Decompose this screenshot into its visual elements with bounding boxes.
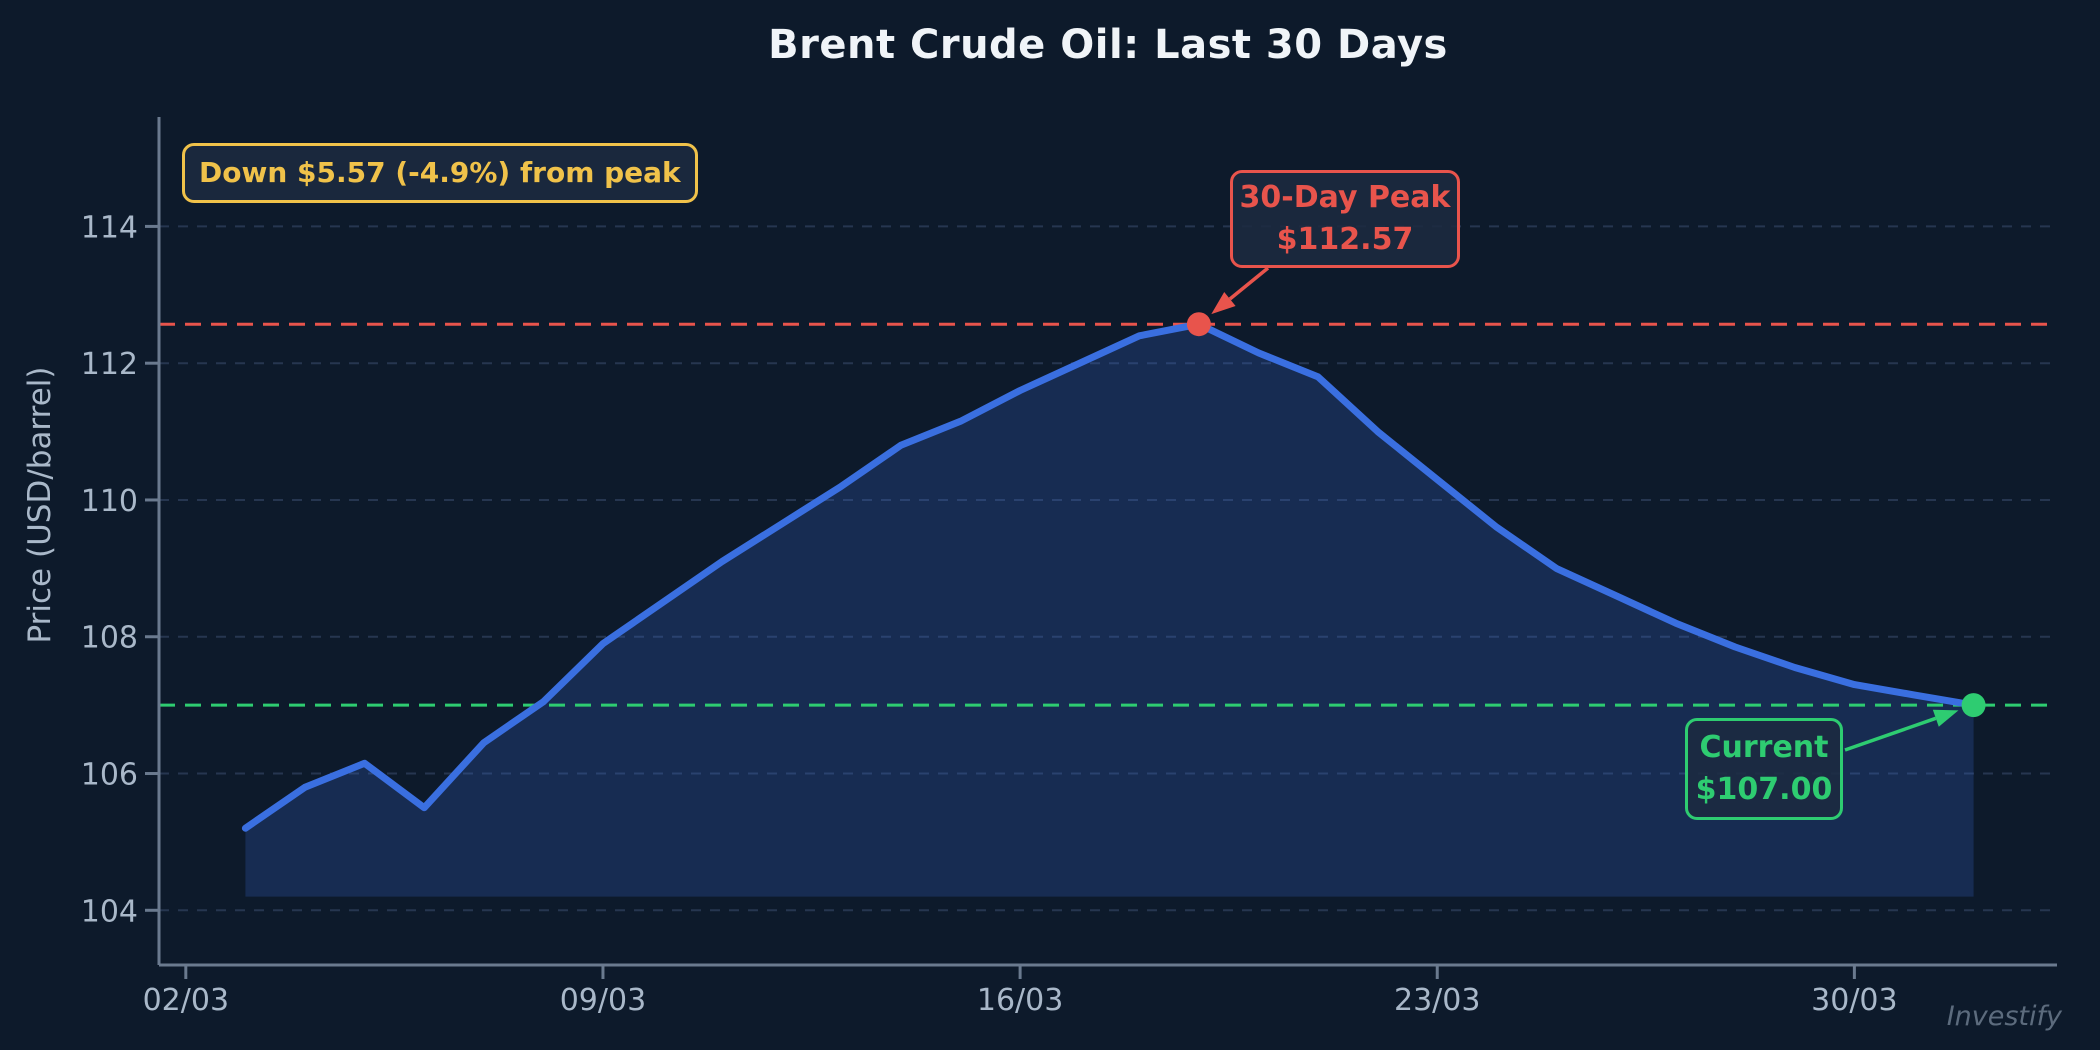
current-annotation-value: $107.00 (1695, 772, 1833, 807)
peak-annotation-title: 30-Day Peak (1239, 180, 1451, 215)
x-tick-label-16/03: 16/03 (977, 983, 1063, 1018)
peak-arrow-line (1228, 266, 1270, 301)
peak-marker-dot (1186, 312, 1211, 337)
chart-title: Brent Crude Oil: Last 30 Days (768, 22, 1448, 68)
current-annotation-title: Current (1699, 730, 1829, 765)
current-annotation: Current $107.00 (1685, 718, 1843, 820)
x-tick-label-09/03: 09/03 (560, 983, 646, 1018)
y-tick-label-110: 110 (81, 484, 138, 519)
current-arrow-head (1932, 709, 1959, 727)
peak-arrow-head (1211, 291, 1236, 315)
watermark: Investify (1946, 1001, 2062, 1032)
peak-annotation: 30-Day Peak $112.57 (1230, 170, 1460, 268)
y-tick-label-112: 112 (81, 347, 138, 382)
y-tick-label-108: 108 (81, 621, 138, 656)
x-tick-label-30/03: 30/03 (1811, 983, 1897, 1018)
current-marker-dot (1961, 693, 1986, 718)
y-tick-label-114: 114 (81, 210, 138, 245)
price-line (241, 320, 1978, 832)
peak-annotation-value: $112.57 (1276, 222, 1414, 257)
x-tick-label-02/03: 02/03 (143, 983, 229, 1018)
y-tick-label-104: 104 (81, 894, 138, 929)
current-arrow-line (1844, 716, 1937, 752)
drawdown-annotation-text: Down $5.57 (-4.9%) from peak (199, 156, 681, 189)
x-tick-label-23/03: 23/03 (1394, 983, 1480, 1018)
y-axis-label: Price (USD/barrel) (22, 366, 58, 644)
price-area-fill (245, 324, 1974, 897)
y-tick-label-106: 106 (81, 758, 138, 793)
drawdown-annotation: Down $5.57 (-4.9%) from peak (182, 143, 698, 203)
